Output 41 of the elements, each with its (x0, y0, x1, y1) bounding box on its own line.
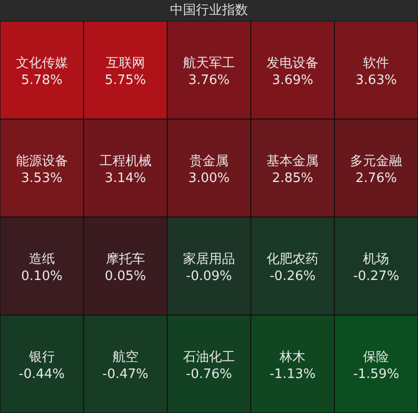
category-label: 发电设备 (266, 56, 319, 71)
data-label: -0.27% (353, 269, 400, 284)
data-label: 2.76% (356, 171, 397, 186)
data-label: 3.63% (356, 73, 397, 88)
category-label: 造纸 (28, 252, 55, 267)
category-label: 化肥农药 (266, 252, 319, 267)
category-label: 互联网 (106, 56, 145, 71)
data-label: -0.76% (186, 367, 232, 382)
category-label: 软件 (363, 56, 390, 71)
data-label: 3.14% (104, 171, 146, 186)
data-label: -1.59% (353, 367, 400, 382)
category-label: 保险 (363, 350, 390, 365)
category-label: 能源设备 (16, 154, 68, 169)
category-label: 航空 (112, 350, 138, 365)
category-label: 多元金融 (350, 154, 402, 169)
title-header: 中国行业指数 (0, 0, 418, 21)
data-label: -1.13% (270, 367, 316, 382)
data-label: -0.09% (186, 269, 232, 284)
data-label: 3.69% (272, 73, 314, 88)
category-label: 工程机械 (99, 154, 152, 169)
category-label: 摩托车 (106, 252, 145, 267)
category-label: 机场 (363, 252, 390, 267)
category-label: 银行 (28, 350, 55, 365)
category-label: 石油化工 (183, 350, 235, 365)
data-label: 3.76% (188, 73, 230, 88)
category-label: 贵金属 (190, 154, 228, 169)
data-label: 0.10% (21, 269, 62, 284)
data-label: -0.44% (18, 367, 65, 382)
data-label: -0.47% (102, 367, 148, 382)
category-label: 文化传媒 (16, 56, 68, 71)
category-label: 航天军工 (183, 56, 235, 71)
data-label: 2.85% (272, 171, 314, 186)
category-label: 基本金属 (266, 154, 319, 169)
data-label: 5.75% (104, 73, 146, 88)
data-label: 0.05% (104, 269, 146, 284)
data-label: 3.53% (21, 171, 62, 186)
category-label: 家居用品 (183, 251, 235, 267)
data-label: -0.26% (270, 269, 316, 284)
data-label: 3.00% (188, 171, 230, 186)
category-label: 林木 (278, 350, 306, 365)
data-label: 5.78% (21, 73, 62, 88)
